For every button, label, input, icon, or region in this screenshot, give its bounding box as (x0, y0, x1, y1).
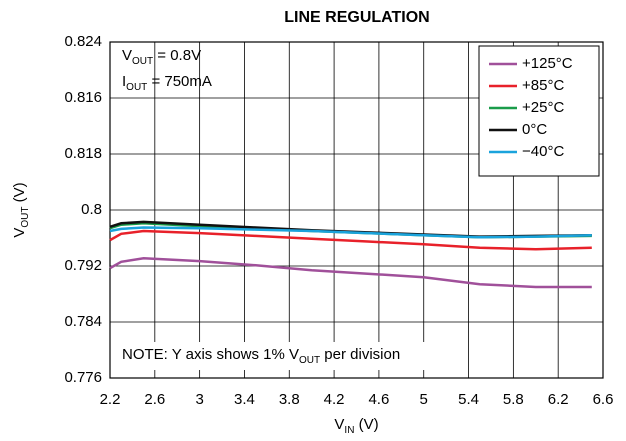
annotation-bg (117, 342, 457, 370)
x-tick-label: 3.4 (234, 391, 255, 408)
annotation-text: NOTE: Y axis shows 1% V (122, 346, 299, 363)
legend-label: 0°C (522, 121, 547, 138)
y-tick-label: 0.776 (64, 369, 102, 386)
y-tick-label: 0.8 (81, 201, 102, 218)
x-tick-label: 2.6 (144, 391, 165, 408)
y-axis-label: VOUT (V) (11, 182, 31, 237)
y-axis-label-text: V (11, 228, 28, 238)
series-line (109, 226, 592, 239)
legend-label: +85°C (522, 77, 564, 94)
x-tick-label: 3.8 (279, 391, 300, 408)
x-tick-label: 6.2 (548, 391, 569, 408)
legend-label: −40°C (522, 143, 564, 160)
annotation-text: = 0.8V (153, 47, 201, 64)
annotation-sub: OUT (299, 355, 320, 366)
annotation: VOUT = 0.8V (122, 47, 201, 67)
legend-box (478, 45, 600, 177)
annotation: IOUT = 750mA (122, 73, 212, 93)
x-tick-label: 6.6 (593, 391, 614, 408)
x-axis-label: VIN (V) (334, 416, 378, 436)
chart-title: LINE REGULATION (284, 9, 429, 26)
x-axis-label-text: V (334, 416, 344, 433)
annotation-text: V (122, 47, 132, 64)
annotation-text: I (122, 73, 126, 90)
x-axis-label-text: (V) (354, 416, 378, 433)
legend-label: +125°C (522, 55, 573, 72)
y-tick-label: 0.824 (64, 33, 102, 50)
annotation: NOTE: Y axis shows 1% VOUT per division (122, 346, 400, 366)
annotation-sub: OUT (126, 82, 147, 93)
x-axis-label-sub: IN (344, 425, 354, 436)
plot-frame (109, 41, 604, 379)
x-tick-label: 5.4 (458, 391, 479, 408)
y-axis-label-text: (V) (11, 182, 28, 206)
x-tick-label: 2.2 (100, 391, 121, 408)
y-tick-label: 0.816 (64, 89, 102, 106)
series-line (109, 257, 592, 289)
x-tick-label: 4.2 (324, 391, 345, 408)
annotation-text: per division (320, 346, 400, 363)
annotation-text: = 750mA (147, 73, 212, 90)
legend-label: +25°C (522, 99, 564, 116)
x-tick-label: 5 (420, 391, 428, 408)
series-line (109, 229, 592, 251)
x-tick-label: 5.8 (503, 391, 524, 408)
x-tick-label: 4.6 (368, 391, 389, 408)
y-axis-label-sub: OUT (20, 207, 31, 228)
y-tick-label: 0.792 (64, 257, 102, 274)
y-tick-label: 0.784 (64, 313, 102, 330)
y-tick-label: 0.818 (64, 145, 102, 162)
x-tick-label: 3 (195, 391, 203, 408)
annotation-sub: OUT (132, 56, 153, 67)
